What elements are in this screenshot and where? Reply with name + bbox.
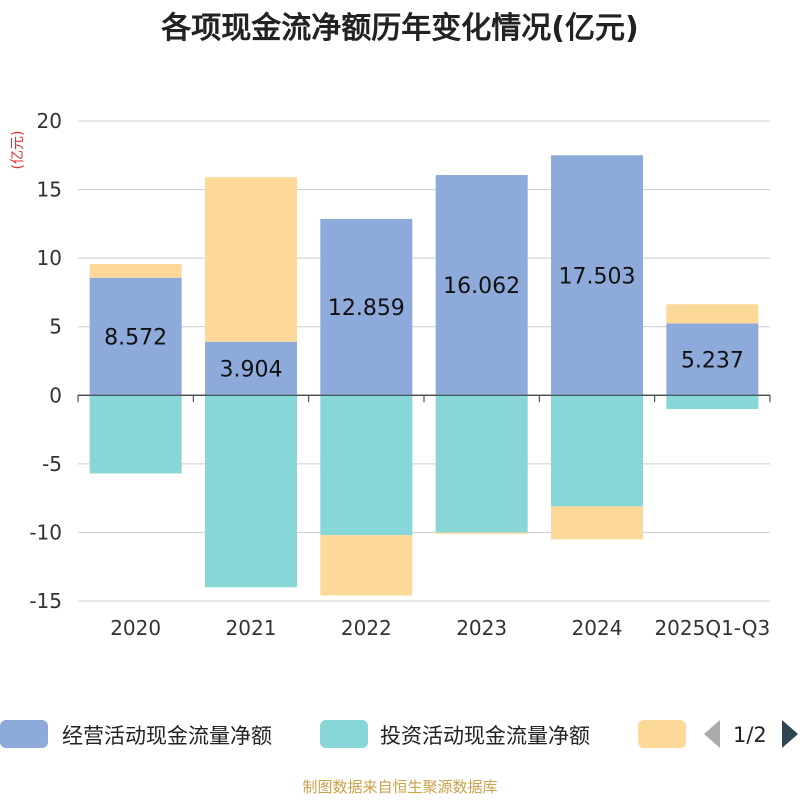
bar-series-1 bbox=[89, 395, 182, 474]
data-label: 17.503 bbox=[559, 264, 636, 289]
legend-swatch[interactable] bbox=[320, 720, 368, 748]
x-tick-label: 2021 bbox=[226, 616, 277, 640]
y-tick-label: -5 bbox=[42, 452, 62, 476]
y-tick-label: 20 bbox=[37, 109, 62, 133]
legend-label[interactable]: 投资活动现金流量净额 bbox=[380, 724, 590, 748]
data-label: 12.859 bbox=[328, 296, 405, 321]
x-tick-label: 2025Q1-Q3 bbox=[654, 616, 770, 640]
legend-swatch[interactable] bbox=[0, 720, 48, 748]
bar-series-0 bbox=[320, 218, 413, 396]
bar-series-2 bbox=[89, 264, 182, 278]
y-tick-label: -10 bbox=[29, 520, 62, 544]
legend-page-indicator: 1/2 bbox=[733, 723, 767, 747]
bar-series-1 bbox=[666, 395, 759, 409]
arrow-left-icon[interactable] bbox=[704, 720, 720, 748]
bar-series-0 bbox=[205, 341, 297, 396]
data-labels: 8.572 3.904 12.859 16.062 17.503 5.237 bbox=[104, 264, 744, 382]
bar-series-1 bbox=[551, 395, 643, 507]
data-label: 5.237 bbox=[681, 348, 744, 373]
y-axis-label: (亿元) bbox=[10, 131, 26, 170]
bar-series-0 bbox=[551, 155, 643, 396]
legend-label[interactable]: 经营活动现金流量净额 bbox=[62, 724, 272, 748]
legend[interactable]: 经营活动现金流量净额 投资活动现金流量净额 1/2 bbox=[0, 720, 798, 748]
x-tick-label: 2024 bbox=[572, 616, 623, 640]
legend-swatch[interactable] bbox=[638, 720, 686, 748]
bar-series-2 bbox=[320, 535, 413, 596]
bar-series-2 bbox=[666, 304, 759, 324]
bar-series-1 bbox=[320, 395, 413, 536]
bar-series-2 bbox=[551, 506, 643, 540]
bar-series-1 bbox=[205, 395, 297, 588]
x-tick-label: 2020 bbox=[110, 616, 161, 640]
y-tick-label: 10 bbox=[37, 246, 62, 270]
y-tick-label: -15 bbox=[29, 589, 62, 613]
y-tick-label: 0 bbox=[49, 383, 62, 407]
bar-series-0 bbox=[666, 323, 759, 396]
bar-series-2 bbox=[205, 177, 297, 342]
footer-source: 制图数据来自恒生聚源数据库 bbox=[302, 778, 498, 796]
bars bbox=[89, 155, 759, 596]
bar-series-1 bbox=[435, 395, 528, 533]
x-tick-label: 2022 bbox=[341, 616, 392, 640]
bar-series-2 bbox=[435, 532, 528, 534]
arrow-right-icon[interactable] bbox=[782, 720, 798, 748]
y-tick-label: 5 bbox=[49, 315, 62, 339]
data-label: 8.572 bbox=[104, 326, 167, 351]
x-tick-label: 2023 bbox=[456, 616, 507, 640]
x-axis: 2020 2021 2022 2023 2024 2025Q1-Q3 bbox=[77, 394, 771, 640]
data-label: 16.062 bbox=[443, 274, 520, 299]
y-axis: 20 15 10 5 0 -5 -10 -15 bbox=[29, 109, 62, 613]
data-label: 3.904 bbox=[220, 358, 283, 383]
y-tick-label: 15 bbox=[37, 178, 62, 202]
chart-title: 各项现金流净额历年变化情况(亿元) bbox=[160, 11, 638, 46]
grid bbox=[78, 120, 770, 602]
bar-series-0 bbox=[435, 175, 528, 396]
bar-series-0 bbox=[89, 277, 182, 396]
